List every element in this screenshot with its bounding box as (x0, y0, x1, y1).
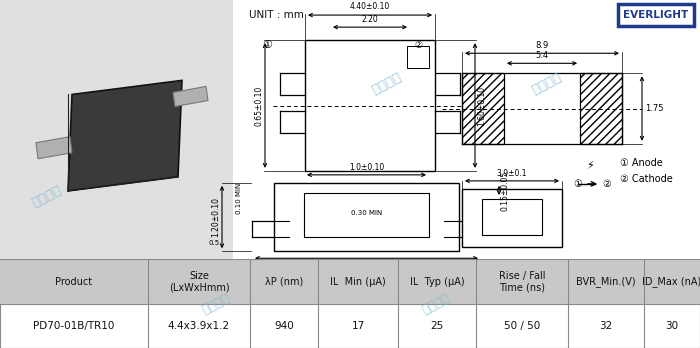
Text: 超毅电子: 超毅电子 (30, 183, 64, 210)
Bar (580, 73, 622, 144)
Polygon shape (173, 86, 208, 106)
Text: IL  Typ (μA): IL Typ (μA) (410, 277, 464, 287)
Text: ②: ② (602, 179, 610, 189)
Text: 17: 17 (351, 321, 365, 331)
Bar (274, 183, 459, 251)
Text: 1.60±0.10: 1.60±0.10 (477, 86, 486, 126)
Text: 0.5: 0.5 (209, 240, 220, 246)
Text: Product: Product (55, 277, 92, 287)
Text: 50 / 50: 50 / 50 (504, 321, 540, 331)
Text: UNIT : mm: UNIT : mm (249, 10, 304, 20)
Bar (304, 193, 429, 237)
Bar (407, 46, 429, 68)
Text: 1.20±0.10: 1.20±0.10 (211, 197, 220, 237)
Text: 25: 25 (430, 321, 444, 331)
Text: 4.40±0.10: 4.40±0.10 (350, 2, 390, 11)
Text: 超毅电子: 超毅电子 (370, 70, 405, 96)
Bar (0, 0, 233, 259)
Text: 1.0±0.10: 1.0±0.10 (349, 163, 384, 172)
Text: 0.10 MIN: 0.10 MIN (236, 183, 242, 214)
Text: 940: 940 (274, 321, 294, 331)
Text: ②: ② (414, 41, 422, 50)
Text: 3.9±0.1: 3.9±0.1 (497, 169, 527, 178)
Text: 4.4x3.9x1.2: 4.4x3.9x1.2 (168, 321, 230, 331)
Bar (233, 0, 700, 259)
Text: Rise / Fall
Time (ns): Rise / Fall Time (ns) (498, 271, 545, 293)
Polygon shape (36, 137, 72, 159)
Text: Size
(LxWxHmm): Size (LxWxHmm) (169, 271, 230, 293)
Text: ② Cathode: ② Cathode (620, 174, 673, 184)
Text: ①: ① (573, 179, 582, 189)
Bar (0, 259, 700, 303)
Text: 0.65±0.10: 0.65±0.10 (254, 85, 263, 126)
Bar (482, 199, 542, 235)
Text: 1.75: 1.75 (645, 104, 664, 113)
Bar (462, 189, 562, 247)
FancyBboxPatch shape (618, 4, 694, 26)
Text: 30: 30 (666, 321, 678, 331)
Text: 0.30 MIN: 0.30 MIN (351, 210, 382, 216)
Bar (462, 73, 504, 144)
Polygon shape (68, 80, 182, 191)
Text: 5.4: 5.4 (536, 51, 549, 60)
Text: BVR_Min.(V): BVR_Min.(V) (576, 276, 636, 287)
Text: 6.40±0.30: 6.40±0.30 (393, 259, 433, 268)
Text: 32: 32 (599, 321, 612, 331)
Text: ⚡: ⚡ (586, 161, 594, 171)
Text: λP (nm): λP (nm) (265, 277, 303, 287)
Text: 0.15±0.05: 0.15±0.05 (501, 171, 510, 211)
Bar (305, 40, 435, 171)
Text: 超毅电子: 超毅电子 (200, 291, 232, 316)
Text: 2.20: 2.20 (362, 15, 379, 24)
Text: EVERLIGHT: EVERLIGHT (624, 10, 689, 20)
Text: 8.9: 8.9 (536, 41, 549, 50)
Text: PD70-01B/TR10: PD70-01B/TR10 (34, 321, 115, 331)
Text: 超毅电子: 超毅电子 (530, 70, 564, 96)
Text: ID_Max (nA): ID_Max (nA) (643, 276, 700, 287)
Text: 超毅电子: 超毅电子 (420, 291, 453, 316)
Text: IL  Min (μA): IL Min (μA) (330, 277, 386, 287)
Text: ①: ① (262, 40, 272, 50)
Text: ① Anode: ① Anode (620, 158, 663, 168)
